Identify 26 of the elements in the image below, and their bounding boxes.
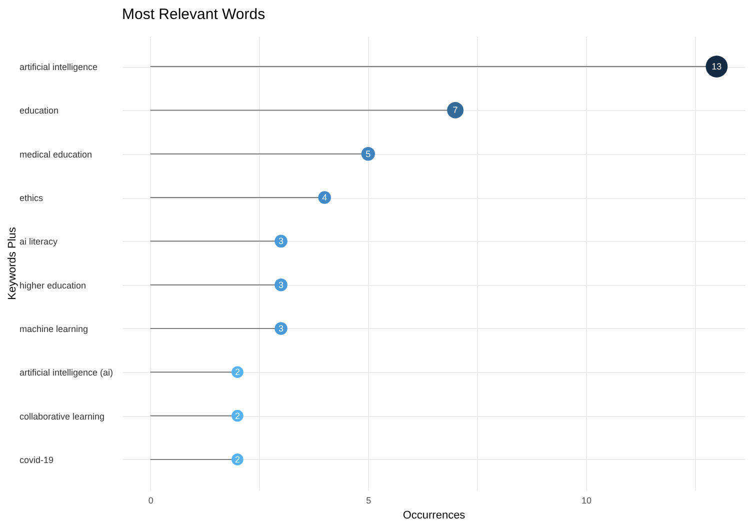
y-tick-label: machine learning	[20, 324, 88, 334]
data-label: 13	[712, 62, 722, 72]
x-tick-label: 5	[366, 496, 372, 506]
y-tick-label: ai literacy	[20, 236, 58, 247]
x-axis-title: Occurrences	[402, 510, 466, 522]
data-label: 3	[278, 236, 284, 246]
chart-title: Most Relevant Words	[122, 6, 266, 23]
y-tick-label: medical education	[20, 149, 92, 160]
y-tick-label: ethics	[20, 193, 44, 204]
data-label: 3	[278, 280, 284, 290]
y-tick-label: artificial intelligence	[20, 62, 98, 72]
data-label: 5	[366, 148, 371, 159]
x-tick-label: 10	[581, 496, 592, 506]
y-axis-title: Keywords Plus	[6, 226, 18, 300]
data-label: 4	[322, 192, 328, 203]
y-tick-label: higher education	[20, 280, 86, 290]
data-label: 2	[234, 410, 240, 421]
y-tick-label: covid-19	[20, 454, 54, 465]
y-tick-label: collaborative learning	[20, 411, 105, 422]
data-label: 3	[278, 323, 284, 334]
x-tick-label: 0	[148, 496, 154, 506]
y-tick-label: education	[20, 106, 59, 116]
data-label: 7	[452, 105, 458, 116]
y-tick-label: artificial intelligence (ai)	[20, 368, 114, 378]
data-label: 2	[234, 454, 240, 464]
data-label: 2	[234, 367, 240, 378]
